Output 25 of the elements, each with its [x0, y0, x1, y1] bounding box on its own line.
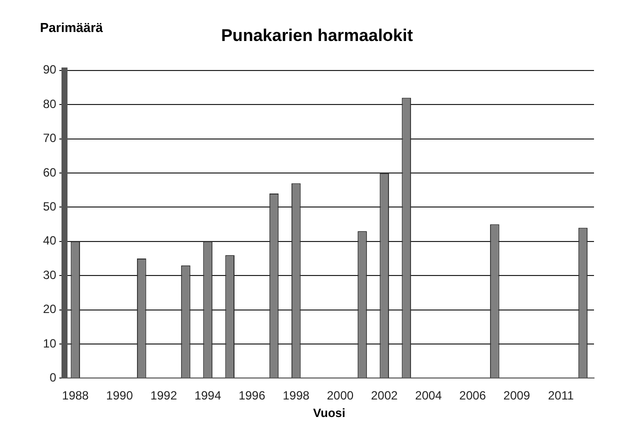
- x-tick-label: 2006: [459, 388, 486, 403]
- y-tick-label: 30: [42, 268, 57, 282]
- x-tick-label: 2000: [326, 388, 354, 403]
- y-tick-label: 50: [42, 200, 57, 214]
- x-tick-label: 2011: [548, 388, 574, 403]
- y-tick-label: 20: [42, 302, 57, 316]
- y-tick-label: 80: [42, 96, 57, 111]
- x-tick-label: 1994: [194, 388, 222, 403]
- x-axis-title: Vuosi: [313, 406, 346, 420]
- x-tick-label: 1992: [150, 388, 178, 403]
- y-tick-label: 90: [42, 62, 57, 77]
- x-tick-label: 1998: [282, 388, 310, 403]
- y-tick-label: 0: [50, 370, 57, 385]
- y-tick-label: 40: [42, 234, 57, 248]
- x-tick-label: 1988: [62, 388, 90, 403]
- x-tick-label: 2004: [415, 388, 442, 403]
- x-tick-label: 1990: [106, 388, 134, 403]
- y-axis-title: Parimäärä: [40, 20, 103, 35]
- x-tick-label: 2009: [503, 388, 530, 403]
- chart-title: Punakarien harmaalokit: [221, 26, 414, 45]
- y-tick-label: 60: [42, 165, 57, 180]
- x-tick-label: 1996: [238, 388, 266, 403]
- y-tick-label: 70: [42, 131, 57, 146]
- y-tick-label: 10: [42, 336, 57, 350]
- x-tick-label: 2002: [370, 388, 398, 403]
